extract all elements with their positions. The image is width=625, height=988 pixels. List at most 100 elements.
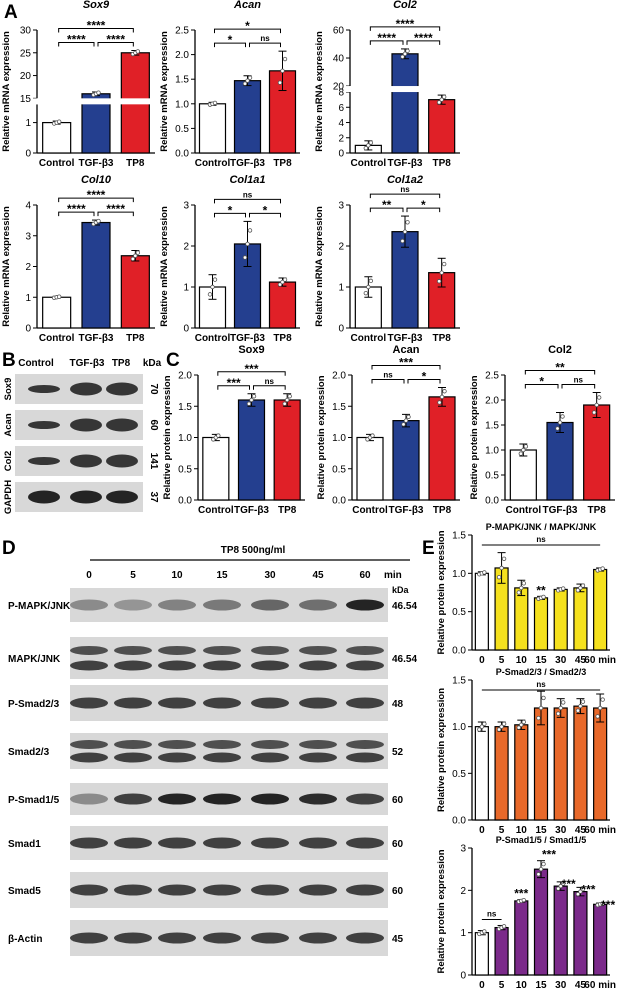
- blot-band: [251, 932, 289, 944]
- blot-band: [70, 382, 102, 396]
- bar: [202, 436, 230, 501]
- significance-label: ****: [396, 17, 415, 31]
- significance-bracket: [58, 211, 95, 217]
- y-axis-label: Relative protein expression: [436, 849, 447, 973]
- y-tick-label: 1: [25, 118, 31, 129]
- time-label: 5: [130, 570, 136, 581]
- data-point: [405, 48, 410, 54]
- significance-label: ns: [400, 185, 410, 194]
- blot-band: [203, 752, 241, 763]
- blot-band: [114, 884, 152, 896]
- y-tick-label: 1.0: [178, 433, 192, 444]
- blot-band: [299, 599, 337, 611]
- kda-header: kDa: [392, 585, 410, 595]
- x-tick-label: Control: [352, 505, 388, 516]
- blot-band: [299, 740, 337, 750]
- y-tick-label: 0: [338, 149, 344, 160]
- data-point: [558, 883, 563, 889]
- data-point: [210, 284, 215, 290]
- blot-band: [114, 793, 152, 805]
- data-point: [496, 727, 502, 732]
- data-point: [561, 700, 566, 705]
- blot-band: [70, 418, 102, 432]
- significance-label: ****: [414, 31, 433, 45]
- y-tick-label: 0.5: [332, 464, 346, 475]
- blot-row-label: Sox9: [3, 378, 14, 401]
- y-tick-label: 2: [338, 242, 344, 253]
- bar: [428, 396, 456, 501]
- treatment-label: TP8 500ng/ml: [221, 545, 286, 556]
- significance-bracket: [369, 40, 404, 45]
- panel-letter-a: A: [4, 2, 18, 23]
- bar: [553, 885, 568, 976]
- significance-bracket: [561, 384, 596, 389]
- chart-title: Col2: [548, 344, 572, 356]
- bar: [593, 707, 608, 821]
- significance-label: ****: [106, 202, 125, 216]
- y-tick-label: 25: [20, 48, 32, 59]
- blot-kda-label: 46.54: [392, 654, 417, 665]
- blot-band: [70, 697, 108, 709]
- x-tick-label: TP8: [433, 505, 452, 516]
- significance-bracket: [214, 212, 246, 218]
- blot-band: [251, 645, 289, 655]
- blot-band: [346, 660, 384, 671]
- data-point: [135, 49, 141, 54]
- data-point: [405, 220, 410, 225]
- bar: [428, 99, 456, 154]
- panel-letter-c: C: [166, 350, 180, 371]
- bar: [533, 868, 549, 976]
- data-point: [560, 414, 565, 419]
- chart-title: Sox9: [83, 0, 110, 11]
- time-unit-label: min: [384, 570, 402, 581]
- blot-row-label: MAPK/JNK: [8, 654, 61, 665]
- blot-band: [203, 599, 241, 611]
- significance-label: ***: [244, 362, 258, 376]
- y-tick-label: 1.0: [175, 99, 189, 110]
- data-point: [406, 414, 411, 420]
- data-point: [578, 703, 583, 709]
- blot-band: [299, 660, 337, 671]
- data-point: [400, 54, 405, 59]
- x-tick-label: TGF-β3: [230, 333, 265, 344]
- blot-band: [70, 932, 108, 944]
- data-point: [249, 397, 254, 403]
- blot-strip: [70, 733, 388, 769]
- data-point: [282, 401, 287, 406]
- y-tick-label: 2.0: [178, 371, 192, 382]
- y-tick-label: 0.0: [178, 496, 192, 507]
- x-tick-label: TP8: [126, 333, 145, 344]
- y-axis-label: Relative mRNA expression: [159, 31, 170, 152]
- significance-label: ****: [377, 31, 396, 45]
- y-tick-label: 0: [183, 324, 189, 335]
- data-point: [401, 422, 406, 427]
- y-tick-label: 0.0: [452, 646, 466, 657]
- x-tick-label: TP8: [273, 333, 292, 344]
- y-tick-label: 1: [460, 928, 466, 939]
- x-tick-label: 45: [575, 655, 587, 666]
- blot-band: [158, 740, 196, 750]
- blot-band: [346, 740, 384, 750]
- blot-row-label: P-MAPK/JNK: [8, 601, 71, 612]
- significance-bracket: [253, 385, 286, 390]
- blot-band: [299, 932, 337, 944]
- significance-bracket: [58, 197, 134, 203]
- y-tick-label: 2: [183, 242, 189, 253]
- y-tick-label: 4: [338, 118, 344, 129]
- data-point: [519, 722, 524, 727]
- significance-bracket: [369, 26, 441, 31]
- blot-band: [70, 645, 108, 655]
- chart-8: 0.0 0.5 1.0 1.5 2.0 2.5 Control TGF-β3 TP8 Col2 Re…: [469, 344, 615, 516]
- bar: [474, 572, 489, 651]
- data-point: [518, 451, 524, 456]
- western-blot-d: TP8 500ng/ml 0 5 10 15 30 45 60 min kDa P-MAPK/JNK…: [8, 545, 417, 956]
- significance-label: ****: [67, 202, 86, 216]
- x-tick-label: 60 min: [584, 655, 616, 666]
- data-point: [242, 81, 248, 86]
- data-point: [363, 290, 369, 296]
- blot-band: [70, 454, 102, 468]
- data-point: [482, 721, 487, 727]
- blot-band: [106, 454, 138, 468]
